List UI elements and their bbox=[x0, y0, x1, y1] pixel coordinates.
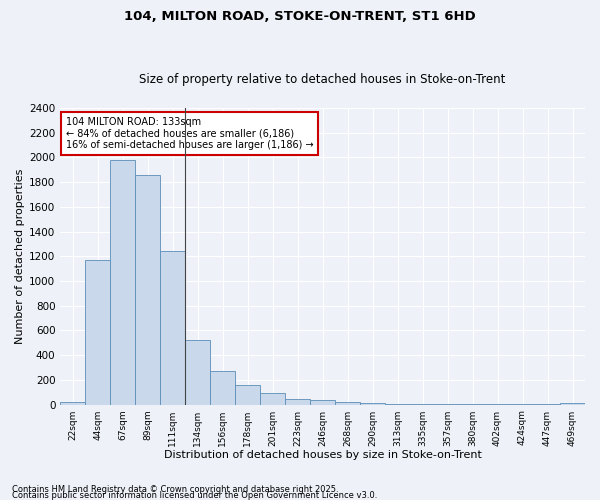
Bar bbox=[110, 160, 135, 404]
Text: Contains public sector information licensed under the Open Government Licence v3: Contains public sector information licen… bbox=[12, 490, 377, 500]
Bar bbox=[135, 174, 160, 404]
Bar bbox=[60, 402, 85, 404]
Bar bbox=[260, 393, 285, 404]
Bar bbox=[310, 400, 335, 404]
Title: Size of property relative to detached houses in Stoke-on-Trent: Size of property relative to detached ho… bbox=[139, 73, 506, 86]
Bar bbox=[185, 340, 210, 404]
Text: Contains HM Land Registry data © Crown copyright and database right 2025.: Contains HM Land Registry data © Crown c… bbox=[12, 484, 338, 494]
X-axis label: Distribution of detached houses by size in Stoke-on-Trent: Distribution of detached houses by size … bbox=[164, 450, 482, 460]
Text: 104, MILTON ROAD, STOKE-ON-TRENT, ST1 6HD: 104, MILTON ROAD, STOKE-ON-TRENT, ST1 6H… bbox=[124, 10, 476, 23]
Bar bbox=[210, 370, 235, 404]
Bar bbox=[85, 260, 110, 404]
Y-axis label: Number of detached properties: Number of detached properties bbox=[15, 168, 25, 344]
Text: 104 MILTON ROAD: 133sqm
← 84% of detached houses are smaller (6,186)
16% of semi: 104 MILTON ROAD: 133sqm ← 84% of detache… bbox=[65, 117, 313, 150]
Bar bbox=[335, 402, 360, 404]
Bar bbox=[560, 402, 585, 404]
Bar bbox=[235, 386, 260, 404]
Bar bbox=[160, 250, 185, 404]
Bar bbox=[285, 399, 310, 404]
